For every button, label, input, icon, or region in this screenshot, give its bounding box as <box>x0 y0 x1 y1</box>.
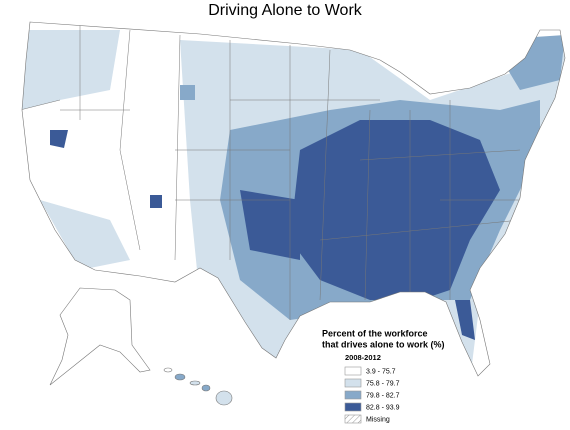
legend-hatch <box>345 415 361 423</box>
region <box>180 85 195 100</box>
state-borders <box>22 22 521 320</box>
region <box>50 130 68 148</box>
region <box>455 300 475 340</box>
island <box>215 390 233 406</box>
region <box>40 200 130 270</box>
legend-title: that drives alone to work (%) <box>322 339 445 349</box>
legend-label: Missing <box>366 416 390 423</box>
legend-period: 2008-2012 <box>345 353 381 362</box>
island <box>201 384 211 392</box>
legend-label: 75.8 - 79.7 <box>366 380 400 387</box>
region <box>22 30 120 110</box>
legend-swatch <box>344 366 362 376</box>
region <box>150 195 162 208</box>
legend-label: 79.8 - 82.7 <box>366 392 400 399</box>
legend-label: 82.8 - 93.9 <box>366 404 400 411</box>
island <box>189 380 201 386</box>
hawaii <box>163 367 233 406</box>
island <box>163 367 173 373</box>
map-title: Driving Alone to Work <box>208 2 363 19</box>
island <box>174 373 186 381</box>
region <box>290 120 500 300</box>
alaska <box>49 287 151 386</box>
legend: Percent of the workforce that drives alo… <box>322 328 445 423</box>
region <box>240 190 300 260</box>
legend-swatch <box>344 402 362 412</box>
legend-swatch <box>344 378 362 388</box>
legend-swatch <box>344 390 362 400</box>
legend-title: Percent of the workforce <box>322 328 428 338</box>
legend-label: 3.9 - 75.7 <box>366 368 396 375</box>
